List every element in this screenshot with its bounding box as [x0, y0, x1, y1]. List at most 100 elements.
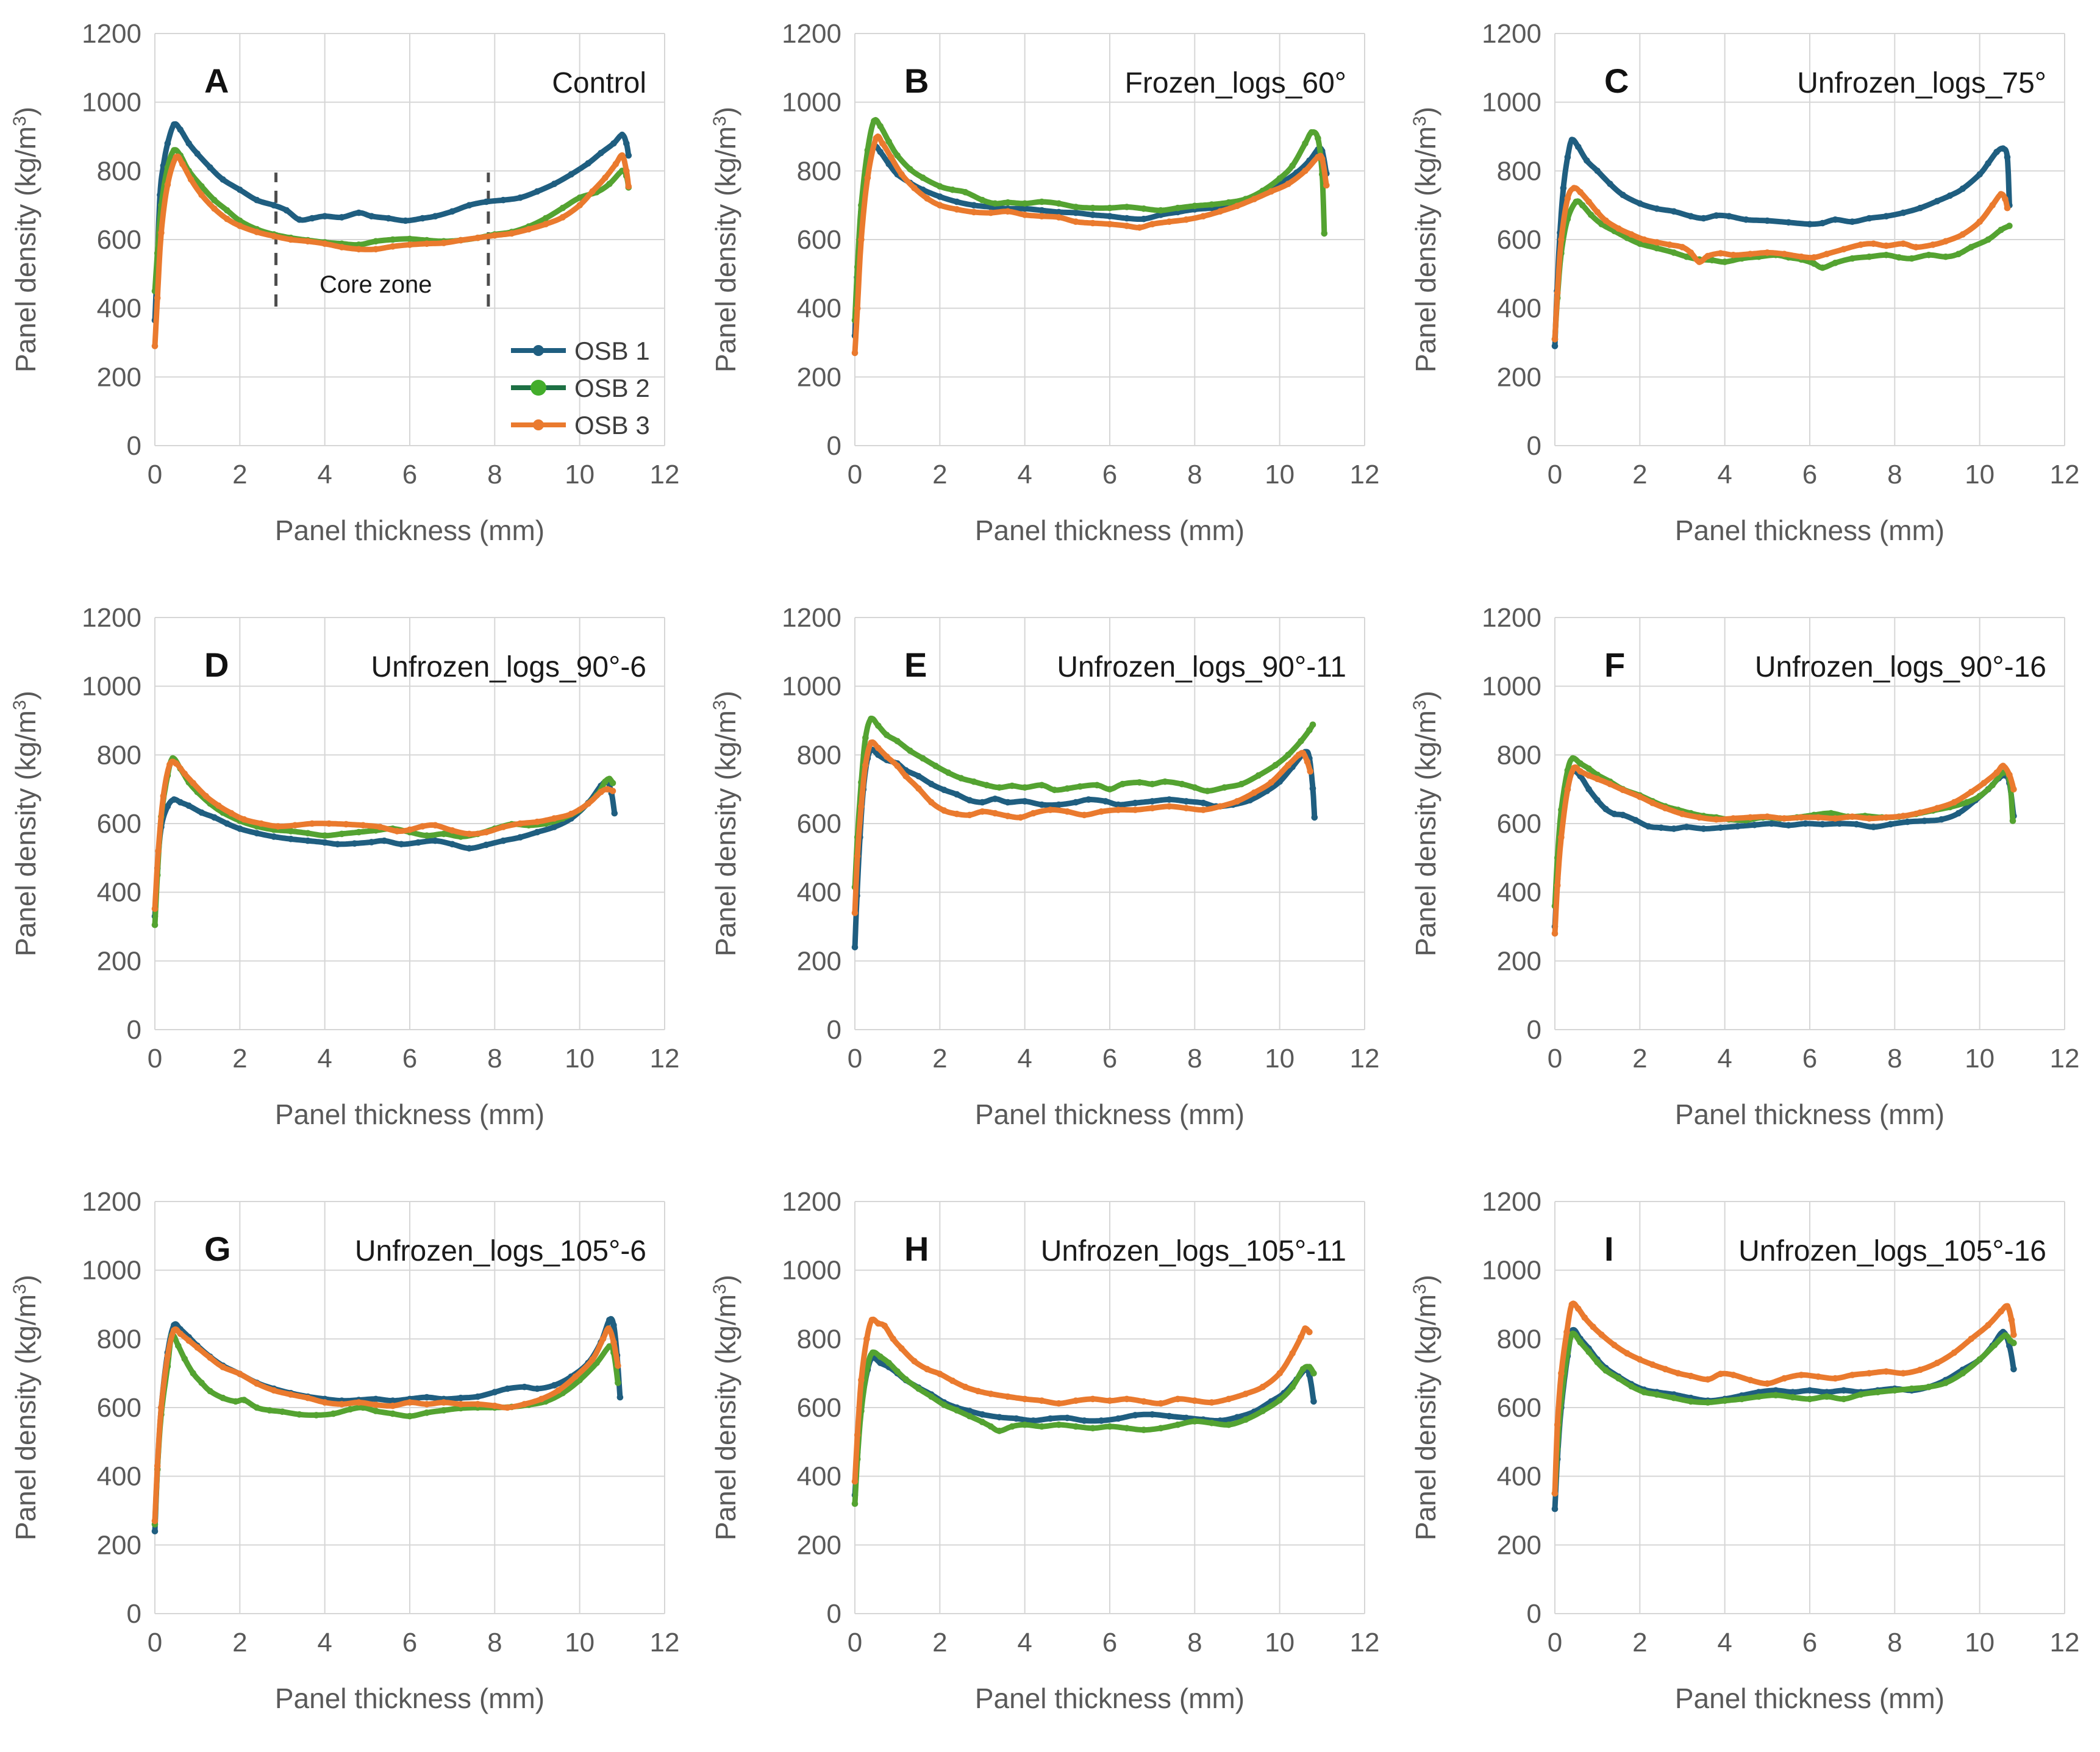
chart-svg-b: 0 200 400 600 800 1000 1200 0 2 4 6 8 10 12 Panel thic…: [700, 0, 1400, 584]
svg-text:6: 6: [402, 460, 417, 490]
svg-text:6: 6: [1802, 1044, 1817, 1074]
svg-text:1000: 1000: [1482, 672, 1541, 702]
svg-text:1000: 1000: [782, 1256, 841, 1286]
svg-text:10: 10: [1265, 1628, 1295, 1658]
svg-text:10: 10: [565, 1044, 595, 1074]
svg-text:12: 12: [650, 1044, 680, 1074]
svg-text:8: 8: [1887, 1628, 1902, 1658]
svg-text:1200: 1200: [1482, 1187, 1541, 1217]
tick-labels: 0 200 400 600 800 1000 1200 0 2 4 6 8 10 12: [82, 1187, 679, 1658]
svg-text:0: 0: [127, 431, 141, 461]
svg-text:200: 200: [1497, 946, 1541, 976]
svg-text:1200: 1200: [1482, 603, 1541, 633]
svg-text:400: 400: [797, 878, 841, 908]
series-osb-3: [1551, 185, 2011, 343]
svg-text:6: 6: [1802, 460, 1817, 490]
chart-svg-h: 0 200 400 600 800 1000 1200 0 2 4 6 8 10 12 Panel thic…: [700, 1168, 1400, 1752]
svg-text:10: 10: [1965, 460, 1995, 490]
svg-text:200: 200: [1497, 1530, 1541, 1560]
svg-text:400: 400: [1497, 294, 1541, 324]
panel-title: Unfrozen_logs_90°-6: [371, 651, 646, 683]
y-axis-title: Panel density (kg/m3): [10, 691, 41, 956]
svg-text:800: 800: [797, 1324, 841, 1354]
chart-svg-f: 0 200 400 600 800 1000 1200 0 2 4 6 8 10 12 Panel thic…: [1400, 584, 2100, 1168]
svg-text:10: 10: [565, 1628, 595, 1658]
svg-text:8: 8: [487, 460, 502, 490]
chart-panel-a: Core zone 0 200 400 600 800 1000 1200 0 2 4 6 8 10 12 P…: [0, 0, 700, 584]
svg-text:12: 12: [650, 460, 680, 490]
svg-text:0: 0: [827, 1015, 841, 1045]
legend-label-osb-1: OSB 1: [574, 337, 650, 365]
chart-panel-f: 0 200 400 600 800 1000 1200 0 2 4 6 8 10 12 Panel thic…: [1400, 584, 2100, 1168]
svg-text:200: 200: [797, 946, 841, 976]
svg-text:600: 600: [797, 225, 841, 255]
tick-labels: 0 200 400 600 800 1000 1200 0 2 4 6 8 10 12: [782, 1187, 1379, 1658]
svg-text:0: 0: [1527, 1015, 1541, 1045]
svg-text:0: 0: [148, 460, 162, 490]
svg-text:1200: 1200: [1482, 19, 1541, 49]
series-osb-3: [851, 739, 1314, 916]
svg-text:8: 8: [487, 1044, 502, 1074]
svg-text:600: 600: [1497, 809, 1541, 839]
tick-labels: 0 200 400 600 800 1000 1200 0 2 4 6 8 10 12: [782, 19, 1379, 490]
svg-text:200: 200: [1497, 362, 1541, 392]
svg-text:0: 0: [148, 1628, 162, 1658]
svg-text:10: 10: [1965, 1628, 1995, 1658]
x-axis-title: Panel thickness (mm): [1675, 515, 1945, 546]
svg-text:12: 12: [2050, 1044, 2080, 1074]
svg-text:600: 600: [97, 225, 141, 255]
svg-text:8: 8: [1887, 460, 1902, 490]
svg-text:400: 400: [797, 1462, 841, 1492]
tick-labels: 0 200 400 600 800 1000 1200 0 2 4 6 8 10 12: [782, 603, 1379, 1074]
svg-text:600: 600: [97, 1393, 141, 1423]
svg-text:2: 2: [232, 460, 247, 490]
x-axis-title: Panel thickness (mm): [975, 1683, 1245, 1714]
panel-letter: B: [904, 62, 929, 100]
series-osb-3: [1551, 763, 2017, 937]
svg-text:8: 8: [487, 1628, 502, 1658]
chart-svg-g: 0 200 400 600 800 1000 1200 0 2 4 6 8 10 12 Panel thic…: [0, 1168, 700, 1752]
y-axis-title: Panel density (kg/m3): [1410, 1275, 1441, 1540]
y-axis-title: Panel density (kg/m3): [1410, 691, 1441, 956]
x-axis-title: Panel thickness (mm): [275, 515, 545, 546]
svg-text:0: 0: [848, 460, 862, 490]
svg-text:2: 2: [1632, 460, 1647, 490]
chart-panel-d: 0 200 400 600 800 1000 1200 0 2 4 6 8 10 12 Panel thic…: [0, 584, 700, 1168]
svg-text:6: 6: [1102, 1628, 1117, 1658]
chart-svg-e: 0 200 400 600 800 1000 1200 0 2 4 6 8 10 12 Panel thic…: [700, 584, 1400, 1168]
svg-text:800: 800: [97, 156, 141, 186]
gridlines: [854, 617, 1365, 1030]
svg-text:0: 0: [127, 1599, 141, 1629]
series-osb-2: [851, 715, 1316, 891]
chart-panel-c: 0 200 400 600 800 1000 1200 0 2 4 6 8 10 12 Panel thic…: [1400, 0, 2100, 584]
svg-text:2: 2: [232, 1628, 247, 1658]
svg-text:10: 10: [565, 460, 595, 490]
svg-text:10: 10: [1965, 1044, 1995, 1074]
svg-text:1000: 1000: [1482, 1256, 1541, 1286]
chart-svg-i: 0 200 400 600 800 1000 1200 0 2 4 6 8 10 12 Panel thic…: [1400, 1168, 2100, 1752]
chart-panel-i: 0 200 400 600 800 1000 1200 0 2 4 6 8 10 12 Panel thic…: [1400, 1168, 2100, 1752]
svg-text:400: 400: [1497, 1462, 1541, 1492]
svg-text:0: 0: [1548, 1628, 1562, 1658]
panel-letter: I: [1604, 1230, 1614, 1268]
svg-text:0: 0: [848, 1044, 862, 1074]
y-axis-title: Panel density (kg/m3): [710, 691, 741, 956]
panel-letter: E: [904, 646, 927, 684]
x-axis-title: Panel thickness (mm): [1675, 1099, 1945, 1130]
svg-text:0: 0: [848, 1628, 862, 1658]
svg-text:400: 400: [1497, 878, 1541, 908]
chart-panel-h: 0 200 400 600 800 1000 1200 0 2 4 6 8 10 12 Panel thic…: [700, 1168, 1400, 1752]
chart-svg-d: 0 200 400 600 800 1000 1200 0 2 4 6 8 10 12 Panel thic…: [0, 584, 700, 1168]
series-osb-3: [151, 1325, 621, 1525]
svg-text:12: 12: [1350, 460, 1380, 490]
svg-text:800: 800: [97, 740, 141, 770]
svg-text:12: 12: [2050, 460, 2080, 490]
svg-text:600: 600: [1497, 1393, 1541, 1423]
svg-text:2: 2: [932, 1628, 947, 1658]
svg-text:2: 2: [1632, 1628, 1647, 1658]
svg-text:4: 4: [1717, 1628, 1732, 1658]
svg-text:4: 4: [317, 1628, 332, 1658]
series-osb-3: [1551, 1300, 2017, 1497]
y-axis-title: Panel density (kg/m3): [710, 1275, 741, 1540]
panel-letter: A: [204, 62, 229, 100]
